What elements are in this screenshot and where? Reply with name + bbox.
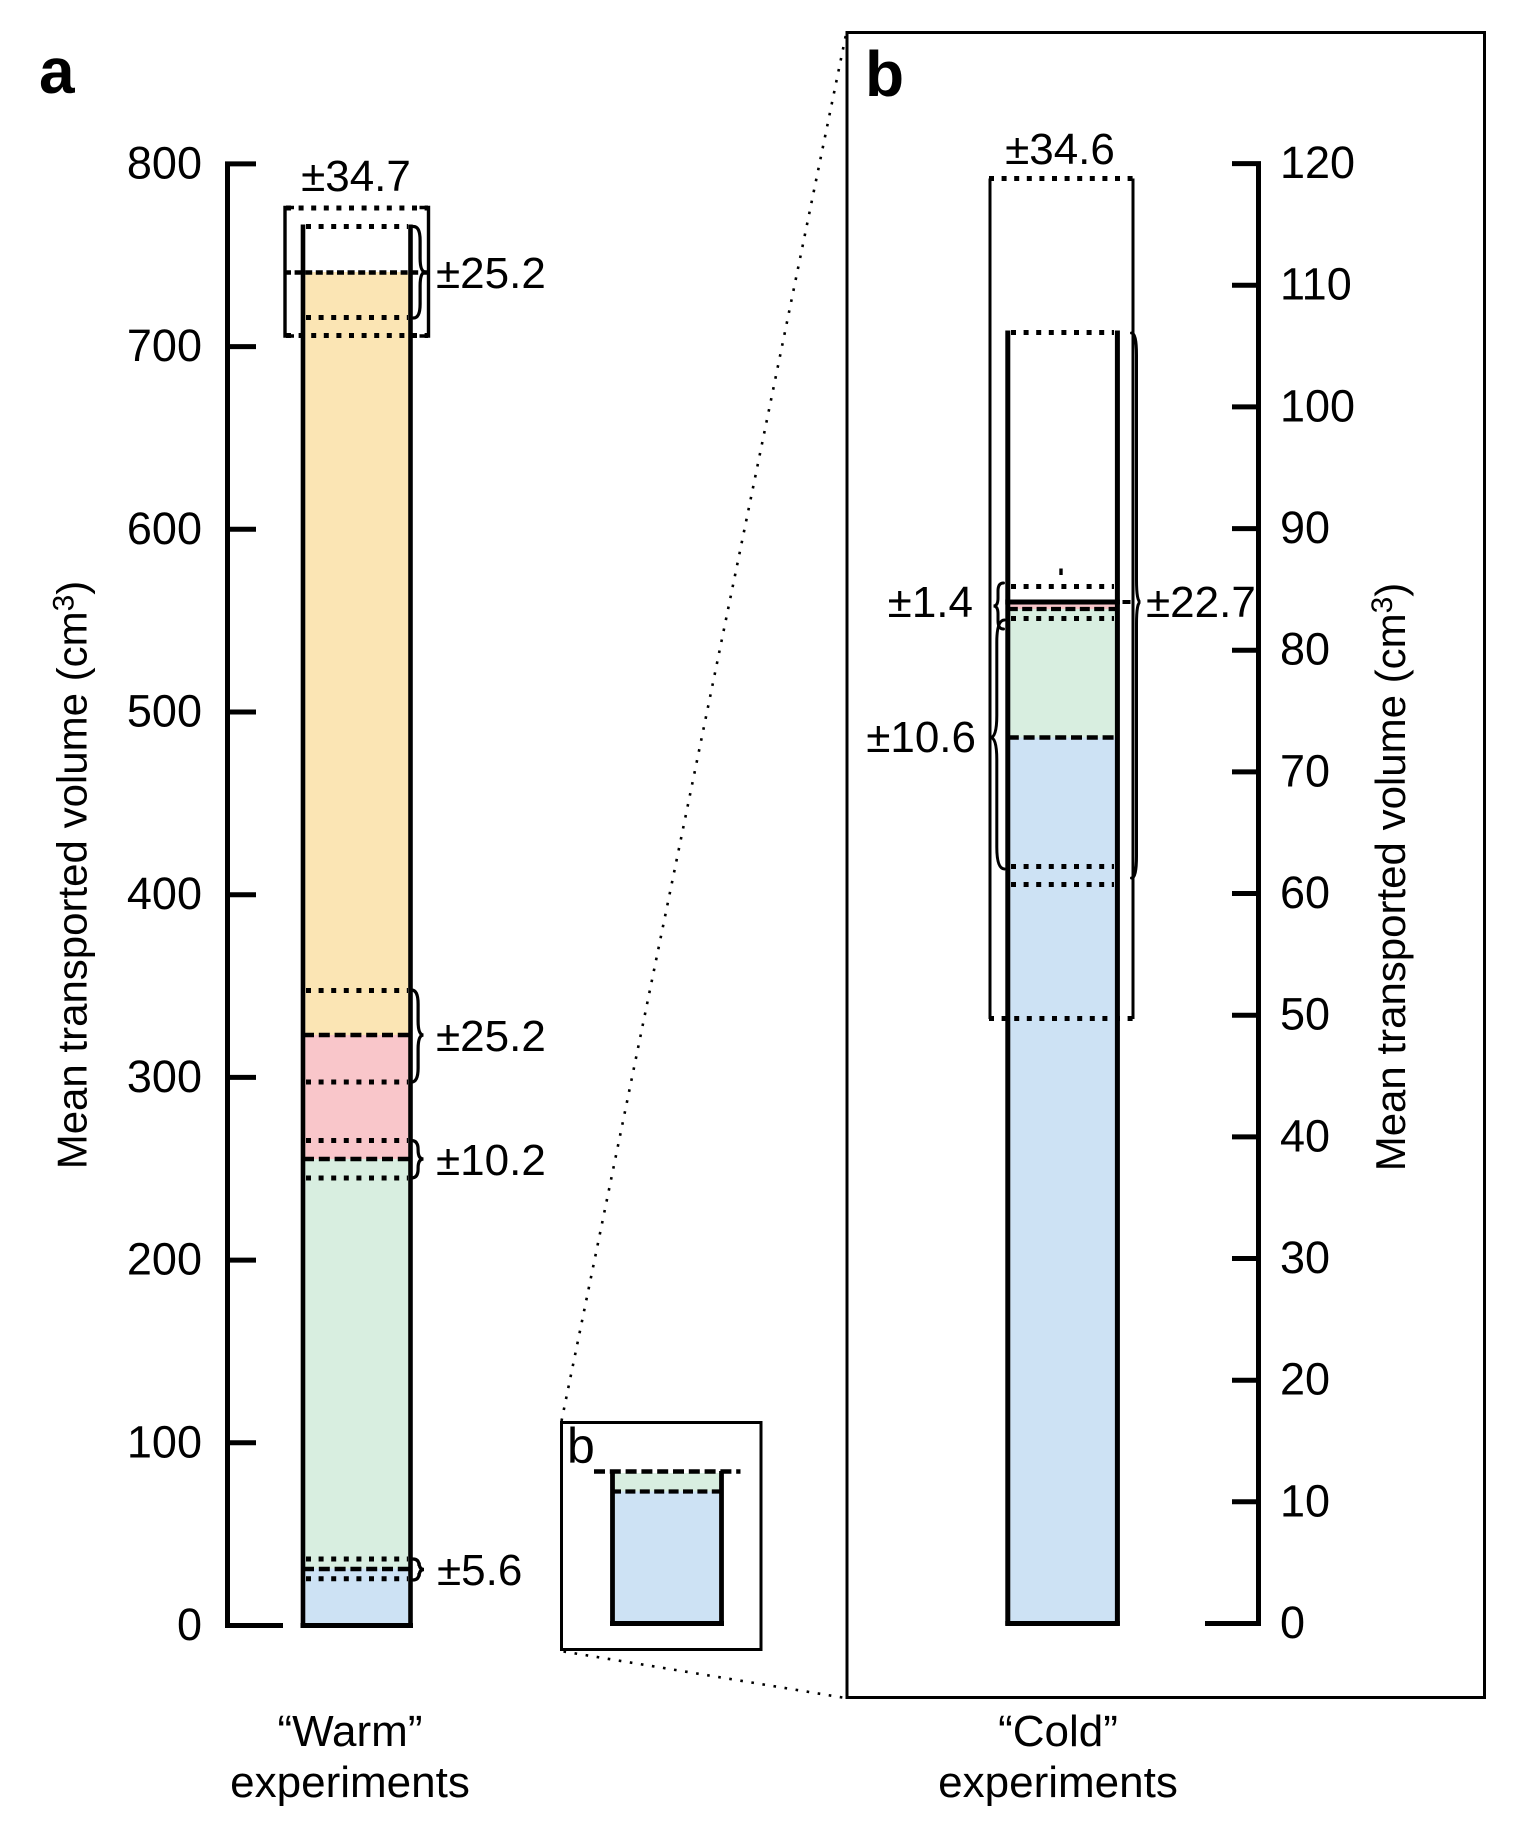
- svg-text:120: 120: [1280, 137, 1355, 188]
- svg-text:±1.4: ±1.4: [888, 578, 973, 627]
- svg-text:±34.7: ±34.7: [301, 152, 411, 201]
- svg-text:20: 20: [1280, 1354, 1330, 1405]
- svg-text:100: 100: [127, 1416, 202, 1467]
- svg-text:40: 40: [1280, 1110, 1330, 1161]
- svg-text:200: 200: [127, 1234, 202, 1285]
- svg-text:0: 0: [1280, 1597, 1305, 1648]
- svg-text:60: 60: [1280, 867, 1330, 918]
- svg-text:30: 30: [1280, 1232, 1330, 1283]
- svg-text:0: 0: [177, 1599, 202, 1650]
- svg-text:110: 110: [1280, 259, 1352, 310]
- svg-text:±34.6: ±34.6: [1005, 125, 1115, 174]
- svg-text:±5.6: ±5.6: [437, 1546, 522, 1595]
- svg-text:Mean transported volume (cm3): Mean transported volume (cm3): [48, 581, 96, 1170]
- svg-text:300: 300: [127, 1051, 202, 1102]
- svg-text:100: 100: [1280, 380, 1355, 431]
- svg-text:±22.7: ±22.7: [1146, 578, 1256, 627]
- svg-text:±25.2: ±25.2: [436, 249, 546, 298]
- svg-text:b: b: [567, 1418, 595, 1474]
- svg-text:500: 500: [127, 686, 202, 737]
- svg-text:50: 50: [1280, 989, 1330, 1040]
- svg-text:70: 70: [1280, 745, 1330, 796]
- svg-text:700: 700: [127, 320, 202, 371]
- svg-text:a: a: [39, 35, 75, 107]
- svg-text:experiments: experiments: [230, 1758, 470, 1807]
- svg-text:±10.2: ±10.2: [436, 1136, 546, 1185]
- svg-text:±10.6: ±10.6: [866, 713, 976, 762]
- svg-text:10: 10: [1280, 1475, 1330, 1526]
- svg-text:experiments: experiments: [938, 1758, 1178, 1807]
- svg-text:±25.2: ±25.2: [436, 1012, 546, 1061]
- svg-text:800: 800: [127, 137, 202, 188]
- svg-text:90: 90: [1280, 502, 1330, 553]
- svg-text:“Warm”: “Warm”: [278, 1707, 423, 1756]
- svg-text:400: 400: [127, 868, 202, 919]
- svg-text:b: b: [865, 38, 904, 110]
- svg-text:“Cold”: “Cold”: [998, 1707, 1118, 1756]
- svg-text:600: 600: [127, 503, 202, 554]
- svg-text:Mean transported volume (cm3): Mean transported volume (cm3): [1366, 583, 1414, 1172]
- svg-text:80: 80: [1280, 624, 1330, 675]
